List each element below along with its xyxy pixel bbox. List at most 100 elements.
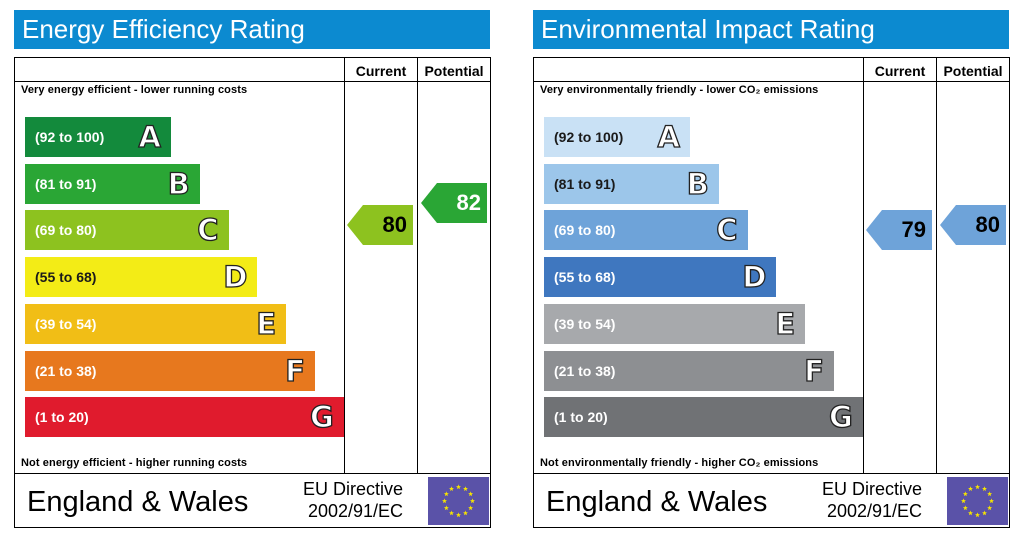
eu-flag-icon: [947, 477, 1008, 525]
band-range: (81 to 91): [554, 175, 616, 192]
footer-divider: [534, 473, 1009, 474]
eu-star-icon: [962, 505, 968, 511]
rating-table: Current Potential Very energy efficient …: [14, 57, 491, 528]
eu-star-icon: [456, 484, 461, 490]
eu-star-icon: [975, 512, 980, 518]
current-arrow-shape: [347, 205, 413, 245]
eu-star-icon: [962, 491, 968, 497]
eu-star-icon: [975, 484, 980, 490]
eu-star-icon: [982, 486, 987, 491]
eu-star-icon: [443, 491, 449, 497]
potential-rating-arrow: 82: [421, 183, 487, 223]
rating-band-e: (39 to 54) E: [544, 303, 806, 344]
rating-band-e: (39 to 54) E: [25, 303, 287, 344]
current-arrow-shape: [866, 210, 932, 250]
current-rating-value: 79: [901, 217, 926, 242]
header-divider: [15, 81, 490, 82]
potential-arrow-shape: [421, 183, 487, 223]
band-range: (81 to 91): [35, 175, 97, 192]
potential-rating-value: 82: [456, 190, 481, 215]
band-range: (1 to 20): [35, 409, 89, 426]
top-caption: Very energy efficient - lower running co…: [21, 84, 248, 96]
rating-band-d: (55 to 68) D: [544, 257, 777, 298]
band-range: (1 to 20): [554, 409, 608, 426]
potential-column-header: Potential: [943, 63, 1003, 79]
band-letter: G: [309, 400, 334, 435]
band-range: (39 to 54): [35, 315, 97, 332]
eu-directive-line2: 2002/91/EC: [826, 501, 923, 521]
rating-band-g: (1 to 20) G: [544, 397, 863, 438]
column-divider: [344, 58, 345, 474]
band-letter: C: [197, 213, 220, 248]
bottom-caption: Not environmentally friendly - higher CO…: [540, 457, 819, 469]
rating-band-a: (92 to 100) A: [544, 117, 690, 157]
column-divider: [863, 58, 864, 474]
rating-band-c: (69 to 80) C: [544, 210, 748, 251]
band-letter: B: [167, 166, 190, 201]
rating-band-f: (21 to 38) F: [25, 350, 315, 391]
eu-star-icon: [470, 498, 475, 504]
eu-star-icon: [456, 512, 461, 518]
rating-band-d: (55 to 68) D: [25, 257, 258, 298]
current-rating-arrow: 80: [347, 205, 413, 245]
potential-rating-arrow: 80: [940, 205, 1006, 245]
current-column-header: Current: [355, 63, 407, 79]
eu-star-icon: [468, 491, 474, 497]
rating-band-c: (69 to 80) C: [25, 210, 229, 251]
band-letter: E: [775, 306, 796, 341]
eu-star-icon: [961, 498, 966, 504]
current-rating-value: 80: [382, 212, 407, 237]
country-label: England & Wales: [27, 486, 249, 518]
energy-efficiency-panel: Energy Efficiency Rating Current Potenti…: [14, 10, 492, 532]
band-letter: B: [686, 166, 709, 201]
eu-star-icon: [968, 486, 973, 491]
column-divider: [417, 58, 418, 474]
rating-band-g: (1 to 20) G: [25, 397, 344, 438]
band-letter: D: [742, 259, 767, 295]
footer-divider: [15, 473, 490, 474]
eu-directive: EU Directive 2002/91/EC: [303, 478, 403, 522]
column-divider: [936, 58, 937, 474]
eu-star-icon: [463, 510, 468, 516]
band-letter: G: [828, 400, 853, 435]
band-range: (55 to 68): [35, 269, 97, 286]
eu-star-icon: [468, 505, 474, 511]
band-letter: C: [716, 213, 739, 248]
eu-star-icon: [968, 510, 973, 516]
panel-title: Environmental Impact Rating: [533, 10, 1009, 49]
band-range: (21 to 38): [35, 362, 97, 379]
band-range: (21 to 38): [554, 362, 616, 379]
header-divider: [534, 81, 1009, 82]
band-letter: A: [138, 119, 162, 154]
eu-star-icon: [989, 498, 994, 504]
eu-directive-line2: 2002/91/EC: [307, 501, 404, 521]
bottom-caption: Not energy efficient - higher running co…: [21, 457, 248, 469]
potential-rating-value: 80: [975, 212, 1000, 237]
eu-star-icon: [442, 498, 447, 504]
band-range: (69 to 80): [35, 222, 97, 239]
eu-directive-line1: EU Directive: [822, 479, 923, 499]
country-label: England & Wales: [546, 486, 768, 518]
eu-star-icon: [449, 510, 454, 516]
rating-table: Current Potential Very environmentally f…: [533, 57, 1010, 528]
potential-column-header: Potential: [424, 63, 484, 79]
rating-band-b: (81 to 91) B: [544, 163, 719, 204]
eu-directive-line1: EU Directive: [303, 479, 404, 499]
band-letter: F: [285, 353, 306, 388]
band-letter: F: [804, 353, 825, 388]
eu-star-icon: [987, 491, 993, 497]
band-range: (92 to 100): [554, 129, 624, 145]
rating-band-a: (92 to 100) A: [25, 117, 171, 157]
band-letter: E: [256, 306, 277, 341]
band-letter: A: [657, 119, 681, 154]
current-column-header: Current: [874, 63, 926, 79]
band-range: (69 to 80): [554, 222, 616, 239]
potential-arrow-shape: [940, 205, 1006, 245]
eu-flag-icon: [428, 477, 489, 525]
band-range: (55 to 68): [554, 269, 616, 286]
panel-title: Energy Efficiency Rating: [14, 10, 490, 49]
top-caption: Very environmentally friendly - lower CO…: [540, 84, 819, 96]
eu-directive: EU Directive 2002/91/EC: [822, 478, 922, 522]
current-rating-arrow: 79: [866, 210, 932, 250]
eu-star-icon: [449, 486, 454, 491]
